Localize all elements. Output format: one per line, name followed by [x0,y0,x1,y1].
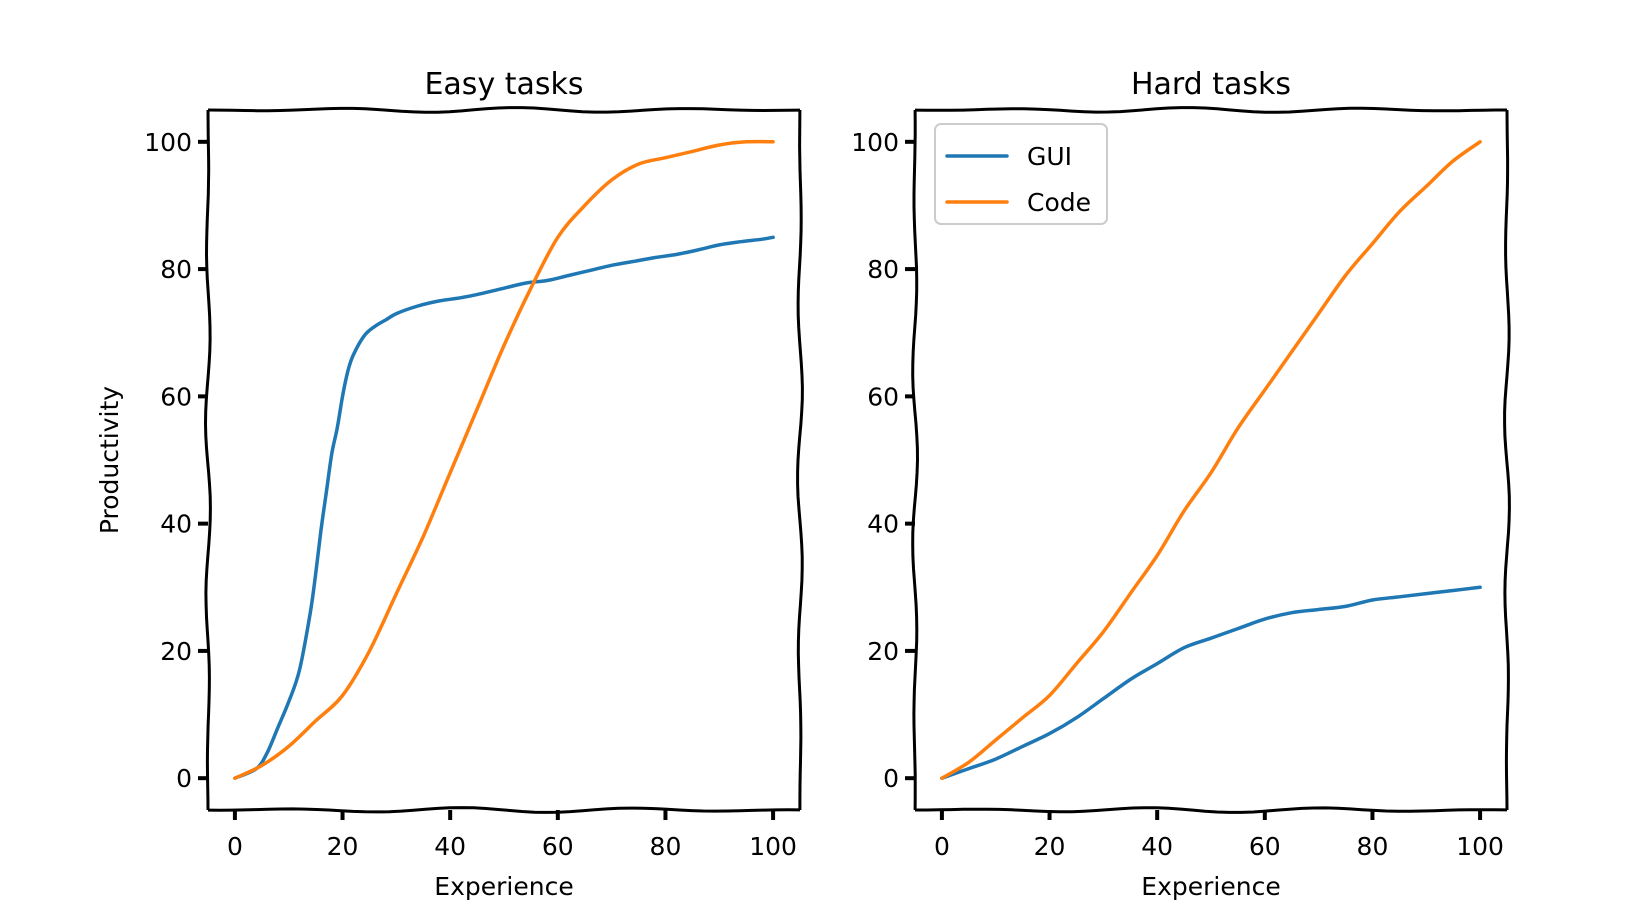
axes-frame-left [911,109,920,811]
y-tick-label: 20 [867,637,899,666]
y-tick-label: 100 [851,128,899,157]
chart-title: Hard tasks [1131,67,1291,102]
legend-box [934,123,1108,225]
legend-label-gui: GUI [1027,142,1072,171]
x-axis-label: Experience [1141,872,1280,900]
y-axis-label: Productivity [95,386,124,534]
axes-frame-bottom [915,806,1508,814]
legend-label-code: Code [1027,188,1091,217]
x-tick-label: 60 [542,832,574,861]
y-tick-label: 40 [867,510,899,539]
x-tick-label: 80 [650,832,682,861]
axes-frame-bottom [207,806,801,814]
x-tick-label: 100 [1456,832,1504,861]
y-tick-label: 0 [883,764,899,793]
axes-frame-top [207,106,801,114]
x-tick-label: 40 [434,832,466,861]
axes-frame-top [914,106,1507,114]
x-tick-label: 0 [227,832,243,861]
y-tick-label: 100 [144,128,192,157]
axes-frame-right [1503,109,1511,811]
chart-title: Easy tasks [424,67,583,102]
x-tick-label: 20 [327,832,359,861]
x-tick-label: 20 [1034,832,1066,861]
x-tick-label: 40 [1141,832,1173,861]
y-tick-label: 60 [160,382,192,411]
subplot-easy-tasks: 0 20 40 60 80 100 0 20 40 60 80 100 Easy tasks Experi… [95,67,804,900]
subplot-hard-tasks: 0 20 40 60 80 100 0 20 40 60 80 100 Hard tasks Experi… [851,67,1511,900]
x-tick-label: 60 [1249,832,1281,861]
series-line-gui [233,235,775,780]
y-tick-label: 40 [160,510,192,539]
y-tick-label: 80 [160,255,192,284]
x-tick-label: 80 [1357,832,1389,861]
x-tick-label: 0 [934,832,950,861]
axes-frame-left [203,109,212,811]
series-line-gui [940,585,1482,780]
series-line-code [233,139,775,780]
y-tick-label: 0 [176,764,192,793]
y-tick-label: 20 [160,637,192,666]
x-tick-label: 100 [749,832,797,861]
y-tick-label: 80 [867,255,899,284]
series-line-code [940,140,1482,780]
axes-frame-right [796,109,804,810]
x-axis-label: Experience [434,872,573,900]
y-tick-label: 60 [867,382,899,411]
